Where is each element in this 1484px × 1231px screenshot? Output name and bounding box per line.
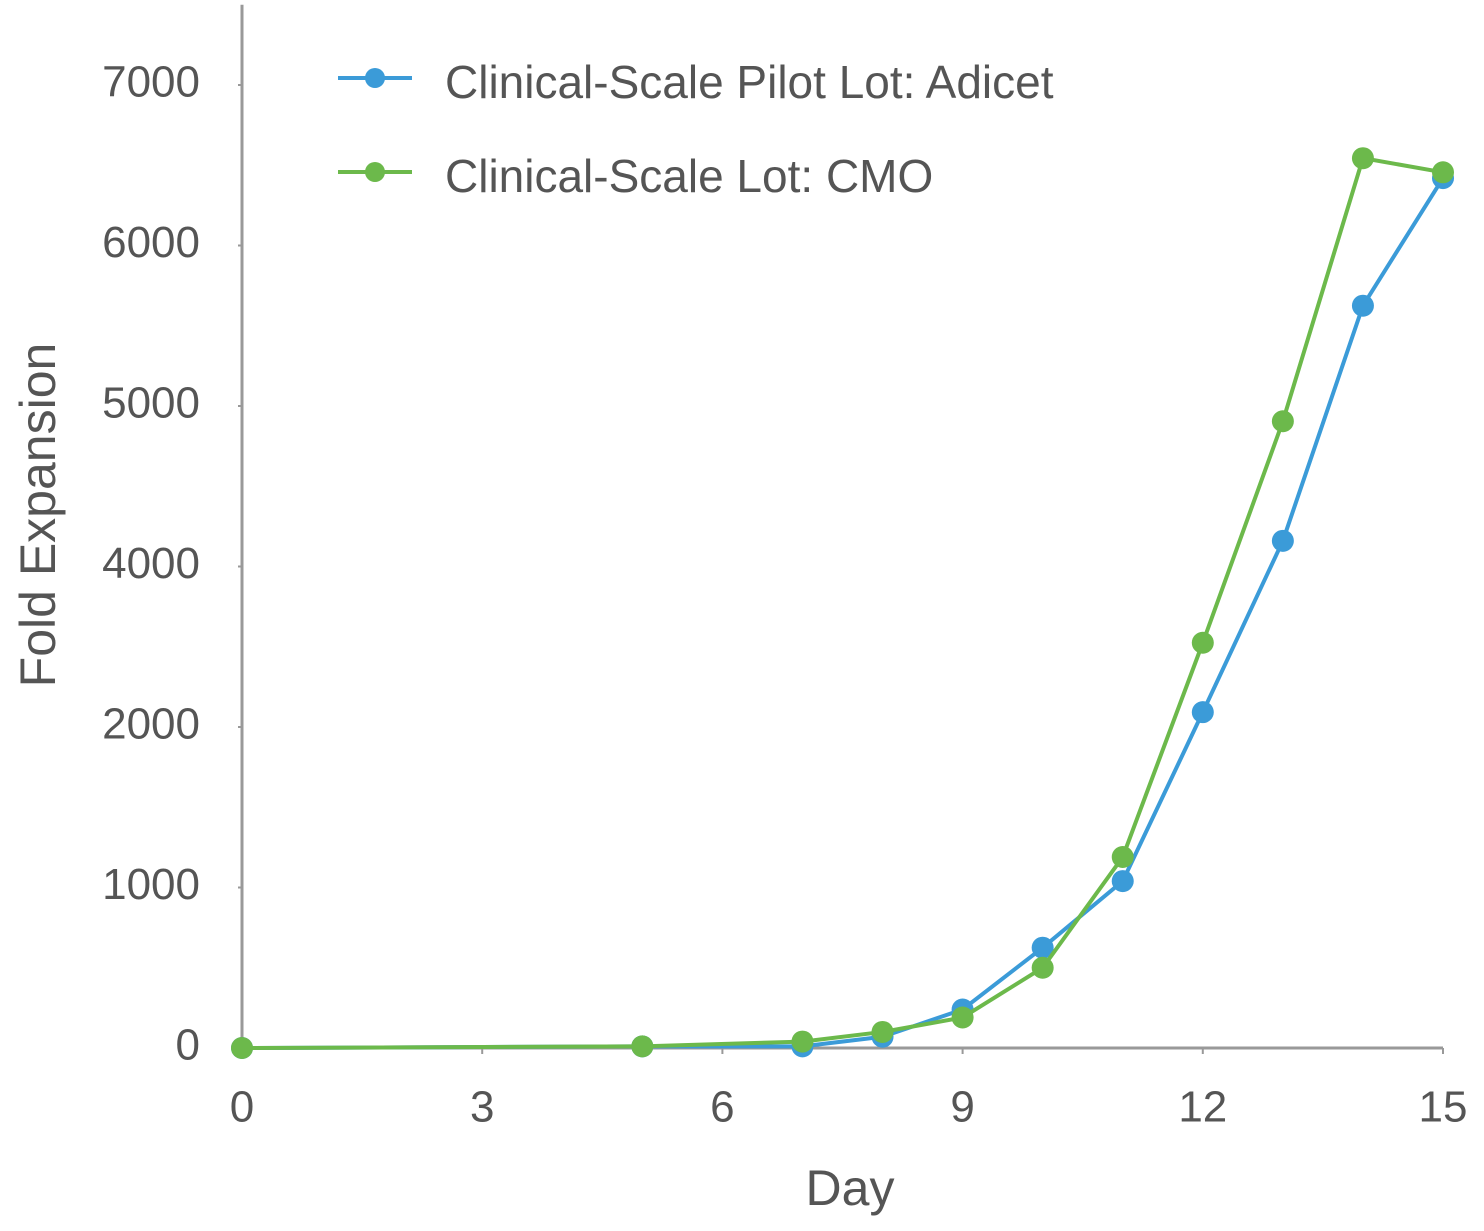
y-tick-label: 0 <box>176 1021 200 1070</box>
x-tick-label: 6 <box>710 1083 734 1132</box>
y-tick-label: 5000 <box>102 379 200 428</box>
y-tick-label: 6000 <box>102 218 200 267</box>
y-tick-label: 2000 <box>102 700 200 749</box>
data-point <box>1191 631 1214 654</box>
legend-label: Clinical-Scale Pilot Lot: Adicet <box>445 56 1054 108</box>
data-point <box>1031 936 1054 959</box>
y-tick-label: 4000 <box>102 539 200 588</box>
data-point <box>1031 956 1054 979</box>
data-point <box>1191 701 1214 724</box>
data-point <box>1432 161 1454 184</box>
data-point <box>951 1006 974 1029</box>
data-point <box>1271 410 1294 433</box>
x-tick-label: 0 <box>230 1083 254 1132</box>
series-line <box>241 177 1445 1050</box>
legend-marker <box>365 68 385 88</box>
y-tick-label: 1000 <box>102 860 200 909</box>
legend-label: Clinical-Scale Lot: CMO <box>445 150 933 202</box>
legend-marker <box>365 162 385 182</box>
data-point <box>1111 870 1134 893</box>
data-point <box>1111 846 1134 869</box>
data-point <box>1271 529 1294 552</box>
x-tick-label: 9 <box>950 1083 974 1132</box>
x-tick-label: 12 <box>1178 1083 1227 1132</box>
data-point <box>1351 294 1374 317</box>
x-axis-label: Day <box>806 1160 895 1216</box>
data-point <box>871 1020 894 1043</box>
y-tick-label: 7000 <box>102 58 200 107</box>
x-tick-label: 15 <box>1419 1083 1468 1132</box>
y-axis-label: Fold Expansion <box>10 343 66 688</box>
data-point <box>1351 147 1374 170</box>
data-point <box>791 1030 814 1053</box>
data-point <box>231 1037 253 1059</box>
series-line <box>241 155 1444 1050</box>
data-point <box>631 1035 654 1058</box>
x-tick-label: 3 <box>470 1083 494 1132</box>
